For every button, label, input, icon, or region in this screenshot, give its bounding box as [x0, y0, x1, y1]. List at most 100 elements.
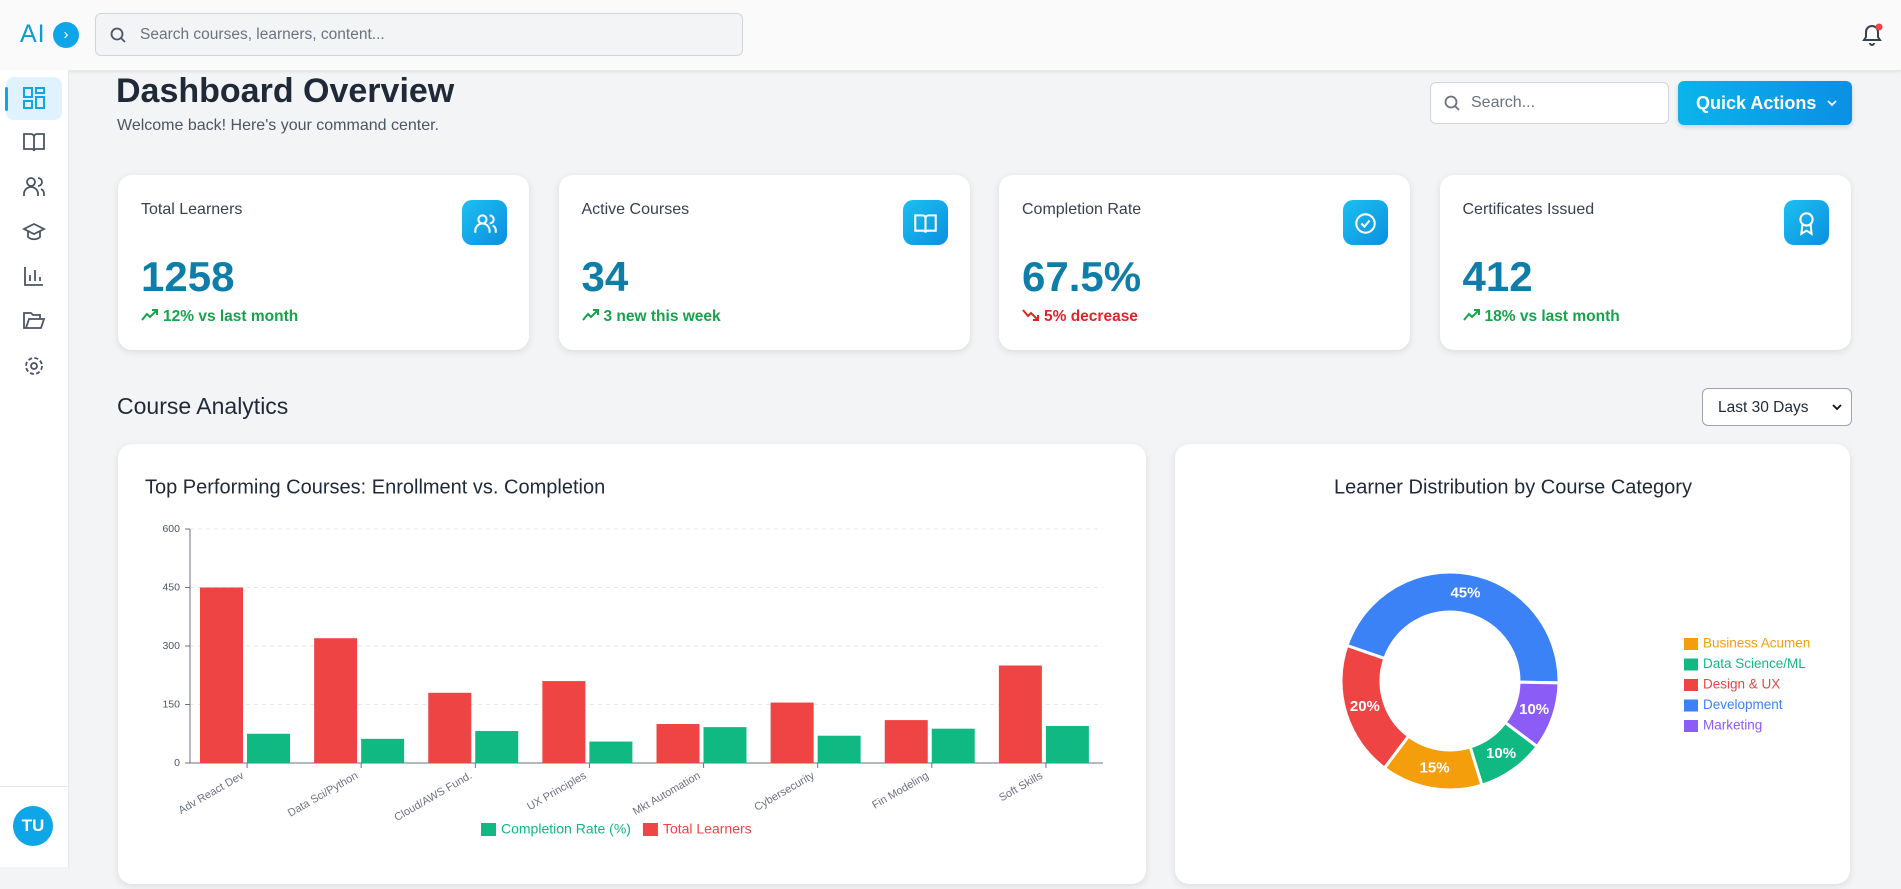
x-tick-label: Soft Skills: [997, 769, 1045, 804]
section-title: Course Analytics: [117, 393, 289, 419]
x-tick-label: Adv React Dev: [176, 769, 246, 816]
trend-icon: [581, 309, 599, 321]
nav-settings[interactable]: [22, 354, 46, 378]
y-tick-label: 600: [162, 523, 180, 535]
search-icon: [110, 27, 126, 43]
donut-slice: [1345, 570, 1561, 685]
legend-swatch: [642, 823, 658, 836]
legend-label: Data Science/ML: [1703, 656, 1806, 671]
range-select[interactable]: Last 30 Days: [1702, 388, 1852, 426]
nav-indicator: [5, 87, 8, 111]
data-label: 10%: [1519, 701, 1549, 718]
donut-chart: Learner Distribution by Course Category …: [1334, 476, 1810, 792]
page-search[interactable]: Search...: [1430, 82, 1669, 124]
data-label: 20%: [1350, 698, 1380, 715]
icon: [1798, 212, 1814, 236]
nav-learners[interactable]: [22, 175, 46, 199]
legend-swatch: [1684, 638, 1698, 650]
bar: [703, 727, 747, 763]
trend-icon: [141, 309, 158, 321]
stat-card: Total Learners 1258 12% vs last month: [118, 175, 529, 350]
x-tick-label: Mkt Automation: [631, 770, 703, 818]
stat-card: Active Courses 34 3 new this week: [558, 175, 970, 350]
stat-change: 5% decrease: [1022, 308, 1138, 326]
legend-label: Completion Rate (%): [501, 821, 631, 837]
bar: [931, 728, 975, 763]
x-tick-label: UX Principles: [525, 769, 589, 813]
change-text: 18% vs last month: [1484, 308, 1620, 325]
bar: [589, 741, 633, 763]
stat-label: Active Courses: [581, 201, 690, 218]
stat-value: 34: [581, 253, 629, 300]
stat-value: 1258: [141, 253, 235, 300]
sidebar: TU: [0, 70, 69, 867]
stat-value: 67.5%: [1022, 253, 1142, 300]
stat-change: 3 new this week: [581, 308, 721, 326]
data-label: 10%: [1486, 745, 1516, 762]
trend-icon: [1022, 309, 1039, 321]
nav-reports[interactable]: [22, 264, 46, 288]
nav-active[interactable]: [6, 77, 62, 120]
stat-icon: [902, 200, 948, 245]
data-label: 45%: [1450, 584, 1480, 601]
icon: [913, 214, 937, 233]
bar-chart: Top Performing Courses: Enrollment vs. C…: [145, 476, 1103, 837]
legend-label: Design & UX: [1703, 677, 1780, 692]
sidebar-toggle[interactable]: ›: [53, 22, 79, 48]
legend-swatch: [1684, 720, 1698, 732]
trend-arrow: [1022, 309, 1039, 321]
nav-files[interactable]: [22, 309, 46, 333]
data-label: 15%: [1420, 760, 1450, 777]
stat-icon: [1343, 200, 1388, 245]
trend-icon: [1462, 309, 1480, 321]
bar: [998, 665, 1042, 763]
user-avatar[interactable]: TU: [13, 806, 53, 846]
bar: [200, 587, 243, 763]
legend-swatch: [1684, 658, 1698, 671]
divider: [0, 786, 68, 787]
bar: [314, 638, 358, 763]
stat-card: Certificates Issued 412 18% vs last month: [1439, 175, 1851, 350]
x-tick-label: Fin Modeling: [870, 770, 931, 812]
stat-icon: [1783, 200, 1829, 245]
bar: [247, 733, 290, 763]
legend-label: Business Acumen: [1703, 636, 1810, 651]
bar: [361, 738, 405, 763]
y-tick-label: 0: [174, 757, 180, 769]
global-search[interactable]: Search courses, learners, content...: [95, 13, 743, 56]
icon: [1355, 213, 1376, 234]
change-text: 5% decrease: [1044, 308, 1138, 325]
chevron: [1832, 404, 1842, 411]
bar: [542, 681, 586, 763]
bar-chart-card: Top Performing Courses: Enrollment vs. C…: [118, 444, 1146, 884]
quick-actions-button[interactable]: Quick Actions: [1678, 81, 1852, 125]
nav-dashboard[interactable]: [22, 86, 46, 110]
search-placeholder: Search...: [1471, 94, 1536, 111]
donut-chart-card: Learner Distribution by Course Category …: [1175, 444, 1850, 884]
legend-swatch: [1684, 699, 1698, 712]
page-subtitle: Welcome back! Here's your command center…: [117, 117, 439, 134]
stat-change: 12% vs last month: [141, 308, 298, 326]
donut-slice: [1339, 643, 1411, 771]
trend-arrow: [141, 309, 158, 321]
legend-label: Total Learners: [663, 821, 752, 837]
bar: [428, 692, 472, 763]
search-icon: [1444, 95, 1460, 111]
change-text: 3 new this week: [603, 308, 721, 325]
bar: [656, 724, 700, 763]
stat-label: Completion Rate: [1022, 201, 1142, 218]
bar: [770, 702, 814, 763]
y-tick-label: 150: [162, 698, 180, 710]
stat-value: 412: [1462, 253, 1533, 300]
notification-bell[interactable]: [1860, 22, 1884, 48]
trend-arrow: [581, 309, 599, 321]
nav-courses[interactable]: [22, 130, 46, 154]
nav-programs[interactable]: [22, 220, 46, 244]
legend-swatch: [481, 823, 496, 836]
change-text: 12% vs last month: [163, 308, 299, 325]
y-tick-label: 300: [162, 640, 180, 652]
top-bar: AI › Search courses, learners, content..…: [0, 0, 1901, 71]
chart-title: Learner Distribution by Course Category: [1334, 476, 1692, 498]
stat-change: 18% vs last month: [1462, 308, 1620, 326]
